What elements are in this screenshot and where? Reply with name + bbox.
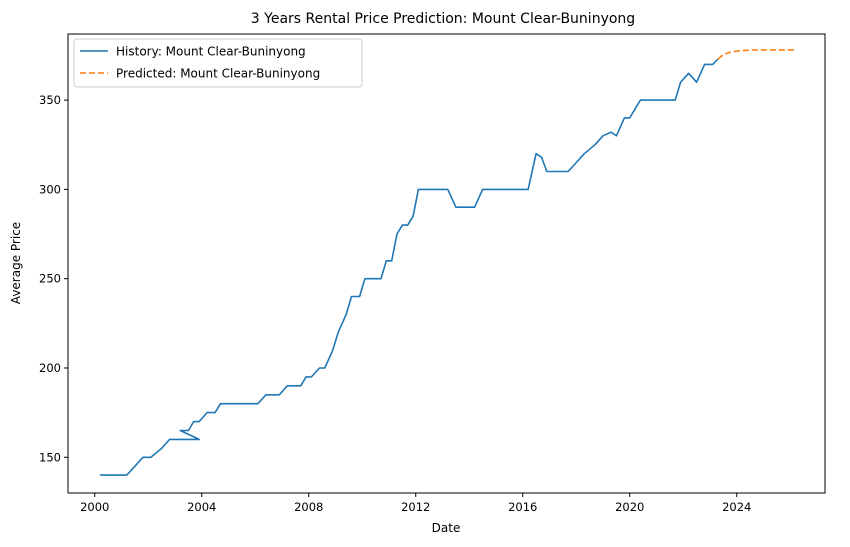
legend-label-predicted: Predicted: Mount Clear-Buninyong <box>116 67 320 81</box>
series-line-1 <box>717 49 796 60</box>
y-tick-label: 300 <box>39 182 61 196</box>
y-axis-label: Average Price <box>9 222 23 304</box>
x-tick-label: 2004 <box>187 500 216 514</box>
x-axis: 2000 2004 2008 2012 2016 2020 2024 <box>80 493 751 514</box>
chart-title: 3 Years Rental Price Prediction: Mount C… <box>251 11 635 27</box>
y-tick-label: 200 <box>39 361 61 375</box>
y-tick-label: 250 <box>39 272 61 286</box>
x-tick-label: 2000 <box>80 500 109 514</box>
x-tick-label: 2012 <box>401 500 430 514</box>
plot-frame <box>67 33 826 494</box>
x-axis-label: Date <box>432 521 461 535</box>
x-tick-label: 2020 <box>615 500 644 514</box>
x-tick-label: 2016 <box>508 500 537 514</box>
y-tick-label: 350 <box>39 93 61 107</box>
x-tick-label: 2008 <box>294 500 323 514</box>
y-tick-label: 150 <box>39 450 61 464</box>
legend-label-history: History: Mount Clear-Buninyong <box>116 45 306 59</box>
y-axis: 150 200 250 300 350 <box>39 93 68 464</box>
legend-box <box>73 38 363 88</box>
series-layer <box>100 49 796 476</box>
legend: History: Mount Clear-Buninyong Predicted… <box>73 38 363 88</box>
series-line-0 <box>100 58 719 476</box>
plot-area: 2000 2004 2008 2012 2016 2020 2024 150 200 250 30… <box>39 33 826 514</box>
x-tick-label: 2024 <box>722 500 751 514</box>
